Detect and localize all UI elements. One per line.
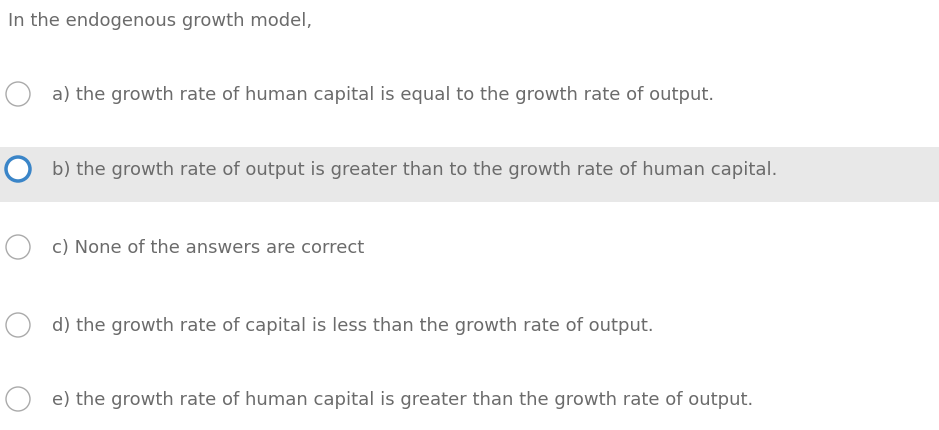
Text: c) None of the answers are correct: c) None of the answers are correct <box>52 239 364 256</box>
Text: b) the growth rate of output is greater than to the growth rate of human capital: b) the growth rate of output is greater … <box>52 161 777 178</box>
Circle shape <box>6 387 30 411</box>
Text: a) the growth rate of human capital is equal to the growth rate of output.: a) the growth rate of human capital is e… <box>52 86 715 104</box>
Circle shape <box>6 313 30 337</box>
Circle shape <box>6 158 30 181</box>
Circle shape <box>6 83 30 107</box>
Text: d) the growth rate of capital is less than the growth rate of output.: d) the growth rate of capital is less th… <box>52 316 654 334</box>
Text: e) the growth rate of human capital is greater than the growth rate of output.: e) the growth rate of human capital is g… <box>52 390 753 408</box>
Text: In the endogenous growth model,: In the endogenous growth model, <box>8 12 312 30</box>
FancyBboxPatch shape <box>0 147 939 203</box>
Circle shape <box>6 236 30 259</box>
